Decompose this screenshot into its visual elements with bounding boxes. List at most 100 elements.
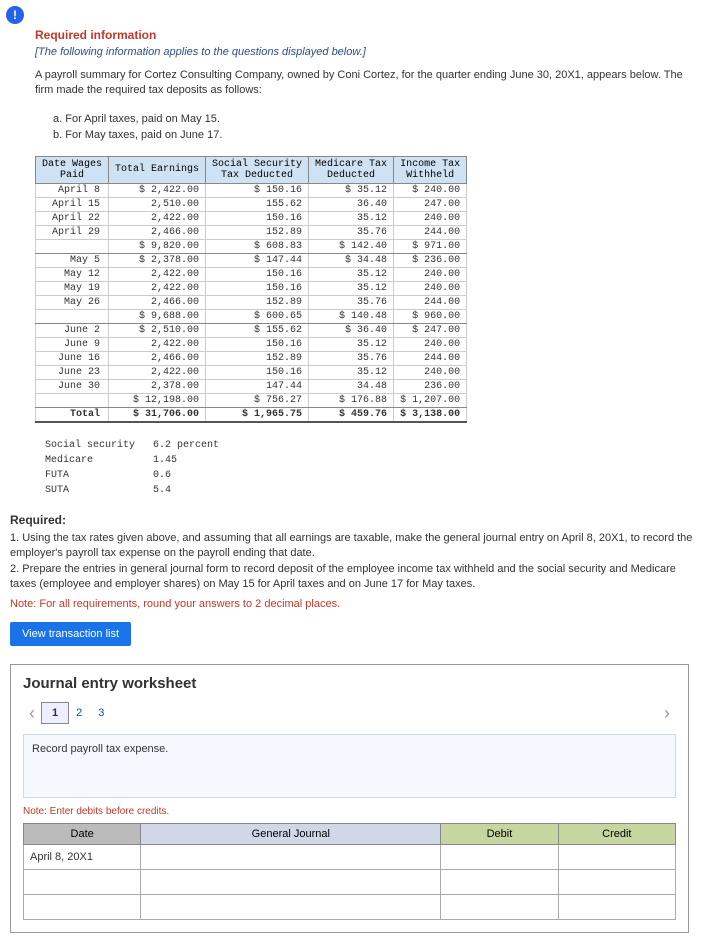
list-item-a: a. For April taxes, paid on May 15.: [53, 111, 694, 128]
table-cell: 34.48: [309, 379, 394, 393]
rate-futa-value: 0.6: [145, 469, 227, 482]
table-cell: 150.16: [206, 211, 309, 225]
je-cell[interactable]: [141, 870, 441, 895]
required-info-title: Required information: [35, 28, 694, 42]
table-cell: $ 147.44: [206, 253, 309, 267]
table-cell: 150.16: [206, 281, 309, 295]
je-debit-cell[interactable]: [441, 845, 558, 870]
je-cell[interactable]: [24, 870, 141, 895]
rate-futa-label: FUTA: [37, 469, 143, 482]
table-cell: 240.00: [394, 337, 467, 351]
view-transaction-list-button[interactable]: View transaction list: [10, 622, 131, 646]
table-cell: 2,422.00: [109, 281, 206, 295]
intro-text: A payroll summary for Cortez Consulting …: [35, 68, 694, 99]
table-cell: 35.12: [309, 267, 394, 281]
table-cell: 150.16: [206, 365, 309, 379]
table-cell: $ 12,198.00: [109, 393, 206, 407]
je-cell[interactable]: [441, 870, 558, 895]
tab-1[interactable]: 1: [41, 702, 69, 724]
je-cell[interactable]: [141, 895, 441, 920]
table-cell: 35.12: [309, 211, 394, 225]
je-cell[interactable]: [558, 870, 675, 895]
table-cell: June 23: [36, 365, 109, 379]
table-cell: $ 9,688.00: [109, 309, 206, 323]
je-col-date: Date: [24, 824, 141, 845]
col-ss: Social Security Tax Deducted: [206, 156, 309, 183]
chevron-right-icon[interactable]: ›: [658, 703, 676, 724]
table-cell: $ 247.00: [394, 323, 467, 337]
col-earnings: Total Earnings: [109, 156, 206, 183]
table-cell: 35.76: [309, 295, 394, 309]
table-cell: 155.62: [206, 197, 309, 211]
table-cell: $ 459.76: [309, 407, 394, 422]
table-cell: April 15: [36, 197, 109, 211]
table-cell: April 29: [36, 225, 109, 239]
table-cell: 2,422.00: [109, 365, 206, 379]
je-credit-cell[interactable]: [558, 845, 675, 870]
je-col-debit: Debit: [441, 824, 558, 845]
je-cell[interactable]: [558, 895, 675, 920]
rounding-note: Note: For all requirements, round your a…: [10, 598, 699, 610]
table-cell: $ 1,965.75: [206, 407, 309, 422]
table-cell: $ 155.62: [206, 323, 309, 337]
table-cell: 147.44: [206, 379, 309, 393]
table-cell: $ 960.00: [394, 309, 467, 323]
rate-ss-label: Social security: [37, 439, 143, 452]
je-date-cell[interactable]: April 8, 20X1: [24, 845, 141, 870]
table-cell: 36.40: [309, 197, 394, 211]
table-cell: [36, 393, 109, 407]
list-item-b: b. For May taxes, paid on June 17.: [53, 127, 694, 144]
rate-ss-value: 6.2 percent: [145, 439, 227, 452]
table-cell: 240.00: [394, 281, 467, 295]
table-cell: April 22: [36, 211, 109, 225]
table-cell: 35.12: [309, 281, 394, 295]
table-cell: 150.16: [206, 337, 309, 351]
table-cell: June 2: [36, 323, 109, 337]
rates-table: Social security6.2 percent Medicare1.45 …: [35, 437, 229, 499]
table-cell: $ 756.27: [206, 393, 309, 407]
table-cell: $ 2,422.00: [109, 183, 206, 197]
table-cell: $ 9,820.00: [109, 239, 206, 253]
required-section: Required: 1. Using the tax rates given a…: [10, 513, 699, 611]
table-cell: June 16: [36, 351, 109, 365]
table-cell: 35.12: [309, 337, 394, 351]
table-cell: $ 608.83: [206, 239, 309, 253]
required-label: Required:: [10, 513, 699, 527]
table-cell: $ 1,207.00: [394, 393, 467, 407]
rate-med-label: Medicare: [37, 454, 143, 467]
table-cell: 2,466.00: [109, 295, 206, 309]
table-cell: June 30: [36, 379, 109, 393]
rate-suta-label: SUTA: [37, 484, 143, 497]
table-cell: 35.76: [309, 351, 394, 365]
tab-3[interactable]: 3: [90, 703, 112, 723]
je-col-credit: Credit: [558, 824, 675, 845]
table-cell: 2,422.00: [109, 267, 206, 281]
info-badge-icon: !: [6, 6, 24, 24]
col-date: Date Wages Paid: [36, 156, 109, 183]
col-inc: Income Tax Withheld: [394, 156, 467, 183]
record-instruction: Record payroll tax expense.: [23, 734, 676, 798]
table-cell: 244.00: [394, 351, 467, 365]
table-cell: May 12: [36, 267, 109, 281]
rate-med-value: 1.45: [145, 454, 227, 467]
table-cell: 35.12: [309, 365, 394, 379]
table-cell: 240.00: [394, 365, 467, 379]
table-cell: 240.00: [394, 267, 467, 281]
je-account-cell[interactable]: [141, 845, 441, 870]
table-cell: 152.89: [206, 225, 309, 239]
table-cell: $ 600.65: [206, 309, 309, 323]
chevron-left-icon[interactable]: ‹: [23, 703, 41, 724]
je-cell[interactable]: [24, 895, 141, 920]
table-cell: $ 35.12: [309, 183, 394, 197]
table-cell: May 19: [36, 281, 109, 295]
table-cell: $ 142.40: [309, 239, 394, 253]
table-cell: $ 34.48: [309, 253, 394, 267]
tab-2[interactable]: 2: [68, 703, 90, 723]
journal-entry-panel: Journal entry worksheet ‹ 1 2 3 › Record…: [10, 664, 689, 933]
table-cell: $ 240.00: [394, 183, 467, 197]
subtitle: [The following information applies to th…: [35, 46, 694, 58]
table-cell: June 9: [36, 337, 109, 351]
je-cell[interactable]: [441, 895, 558, 920]
table-cell: $ 971.00: [394, 239, 467, 253]
table-cell: 150.16: [206, 267, 309, 281]
